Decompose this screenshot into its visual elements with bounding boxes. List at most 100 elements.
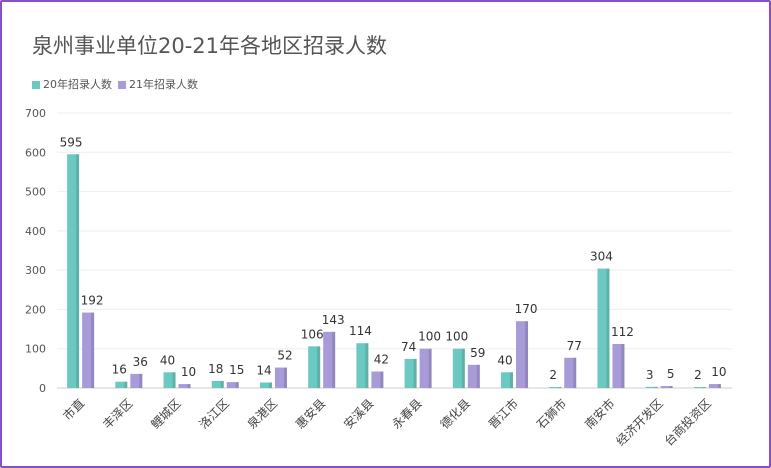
data-label: 16 [112,363,127,377]
data-label: 40 [160,353,175,367]
chart-title: 泉州事业单位20-21年各地区招录人数 [32,34,388,58]
x-tick-label: 惠安县 [292,396,328,432]
y-tick-label: 300 [25,264,46,277]
bar-21 [467,364,480,388]
data-label: 5 [667,367,675,381]
bar-20 [693,387,706,388]
data-label: 100 [445,330,468,344]
x-tick-label: 德化县 [437,396,473,432]
bar-shade [476,364,480,388]
data-label: 112 [611,325,634,339]
y-tick-label: 200 [25,303,46,316]
bar-shade [654,386,658,388]
data-label: 36 [133,355,148,369]
data-label: 10 [711,365,726,379]
x-tick-label: 南安市 [582,396,618,432]
data-label: 74 [401,340,416,354]
bar-shade [139,373,143,388]
bar-shade [606,268,610,388]
x-tick-label: 泉港区 [245,396,280,431]
data-label: 3 [646,368,654,382]
bar-shade [413,358,417,388]
data-label: 304 [590,250,613,264]
bar-21 [612,344,625,388]
data-label: 15 [229,363,244,377]
bar-shade [317,346,321,388]
x-tick-label: 鲤城区 [148,396,183,431]
bar-20 [163,372,176,388]
bar-shade [268,382,272,388]
data-label: 10 [181,365,196,379]
bar-21 [516,321,529,388]
bar-shade [380,371,384,388]
legend-swatch [32,81,40,89]
bar-shade [283,367,287,388]
bar-shade [510,372,514,388]
bar-20 [115,381,128,388]
bar-20 [501,372,514,388]
bar-shade [573,357,577,388]
data-label: 114 [349,324,372,338]
bar-20 [645,386,658,388]
x-tick-label: 安溪县 [340,396,376,432]
bar-21 [660,386,673,388]
x-tick-label: 永春县 [389,396,424,431]
legend-item-20: 20年招录人数 [32,76,112,92]
bar-20 [308,346,321,388]
legend-label: 21年招录人数 [129,78,198,91]
x-tick-label: 晋江市 [485,396,521,432]
x-tick-label: 台商投资区 [661,396,714,449]
bar-21 [323,331,336,388]
bar-20 [211,380,224,388]
data-label: 170 [515,302,538,316]
legend: 20年招录人数 21年招录人数 [32,76,198,92]
bar-20 [404,358,417,388]
data-label: 14 [256,364,271,378]
data-label: 100 [418,330,441,344]
bar-21 [130,373,143,388]
bar-21 [178,384,191,388]
bar-shade [428,348,432,388]
bar-shade [702,387,706,388]
y-tick-label: 100 [25,343,46,356]
y-tick-label: 0 [39,382,46,395]
data-label: 595 [60,135,83,149]
bar-shade [461,348,465,388]
bar-shade [558,387,562,388]
bar-shade [332,331,336,388]
data-label: 143 [322,313,345,327]
y-tick-label: 700 [25,107,46,120]
data-label: 2 [549,368,557,382]
bar-shade [235,382,239,388]
x-tick-label: 丰泽区 [100,396,135,431]
x-tick-label: 市直 [60,396,88,424]
bar-20 [549,387,562,388]
legend-item-21: 21年招录人数 [118,76,198,92]
bar-21 [564,357,577,388]
bar-shade [525,321,529,388]
bar-20 [356,343,369,388]
bar-shade [91,312,95,388]
legend-swatch [118,81,126,89]
bar-shade [717,384,721,388]
bar-21 [419,348,432,388]
bar-20 [259,382,272,388]
data-label: 106 [301,327,324,341]
legend-label: 20年招录人数 [43,78,112,91]
data-label: 18 [208,362,223,376]
bar-21 [274,367,287,388]
data-label: 2 [694,368,702,382]
bar-21 [226,382,239,388]
bar-shade [172,372,176,388]
bar-shade [187,384,191,388]
data-label: 42 [374,353,389,367]
bar-20 [67,154,80,388]
data-label: 77 [567,339,582,353]
bar-shade [621,344,625,388]
bar-21 [82,312,95,388]
x-tick-label: 洛江区 [196,396,232,432]
y-tick-label: 400 [25,225,46,238]
bar-21 [371,371,384,388]
